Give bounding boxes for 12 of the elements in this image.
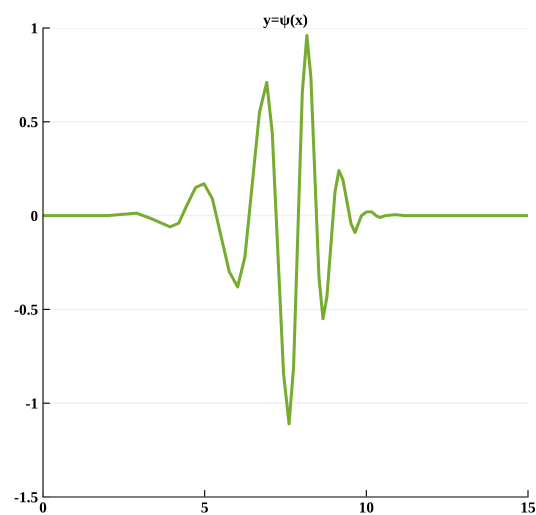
y-tick-label: 0 xyxy=(31,210,38,222)
x-tick-label: 10 xyxy=(360,502,374,513)
y-tick-label: -1 xyxy=(26,398,38,408)
y-tick-label: 0.5 xyxy=(20,116,38,128)
y-tick-label: 1 xyxy=(32,23,38,34)
y-tick-label: -0.5 xyxy=(14,304,38,315)
x-tick-label: 0 xyxy=(40,502,46,513)
x-tick-label: 5 xyxy=(201,502,208,513)
y-tick-label: -1.5 xyxy=(14,492,38,503)
line-series xyxy=(43,34,528,426)
chart-title: y=ψ(x) xyxy=(263,14,308,28)
x-tick-label: 15 xyxy=(522,502,536,513)
